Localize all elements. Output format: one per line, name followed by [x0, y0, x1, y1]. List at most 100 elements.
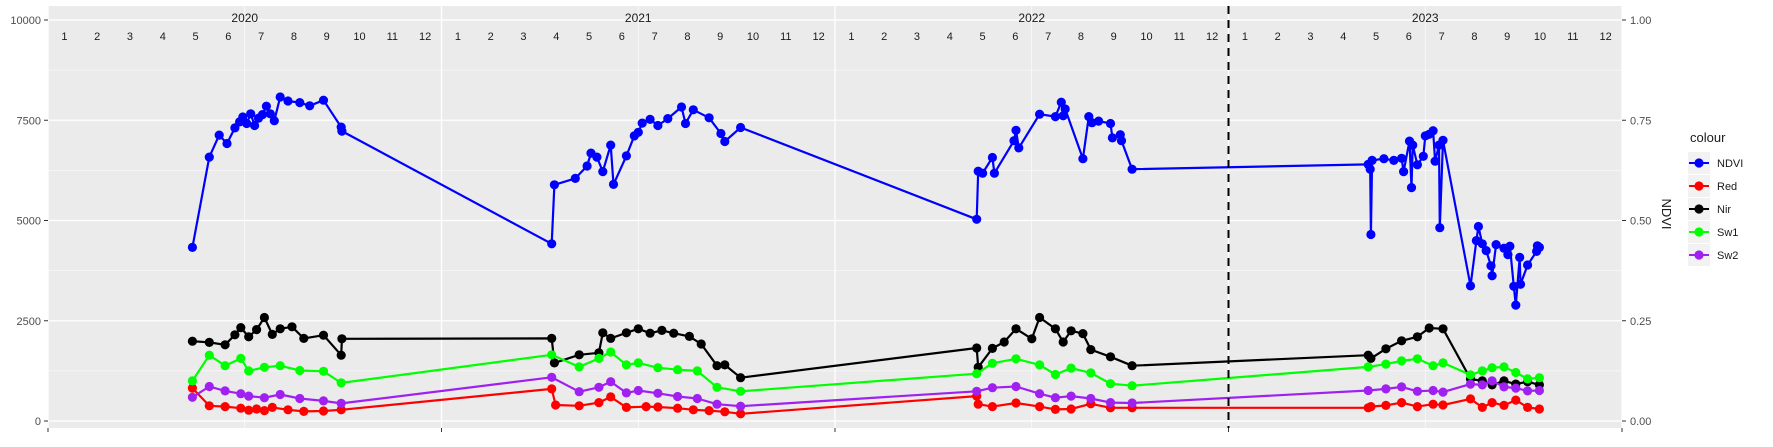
data-point-nir	[669, 328, 679, 338]
data-point-red	[318, 406, 329, 416]
data-point-ndvi	[1011, 125, 1021, 135]
data-point-red	[704, 406, 714, 416]
data-point-ndvi	[1365, 164, 1375, 174]
data-point-sw2	[736, 401, 746, 411]
series-sw1	[187, 347, 1544, 396]
data-point-nir	[1050, 324, 1060, 334]
data-point-red	[259, 406, 269, 416]
data-point-sw2	[1066, 391, 1076, 401]
data-point-ndvi	[187, 242, 197, 252]
data-point-sw2	[1438, 387, 1448, 397]
data-point-ndvi	[318, 95, 329, 105]
month-label: 1	[455, 31, 461, 43]
legend-key-point	[1694, 181, 1704, 191]
month-label: 11	[1174, 31, 1185, 43]
data-point-nir	[1424, 323, 1434, 333]
data-point-sw2	[633, 385, 643, 396]
data-point-sw1	[295, 365, 305, 376]
data-point-sw1	[1412, 354, 1422, 364]
data-point-ndvi	[978, 168, 988, 178]
month-label: 10	[747, 31, 759, 43]
data-point-ndvi	[1486, 261, 1496, 271]
month-label: 6	[619, 31, 625, 43]
data-point-nir	[220, 340, 230, 350]
data-point-sw2	[1127, 398, 1137, 408]
data-point-red	[1523, 402, 1533, 412]
legend-label: Sw1	[1717, 227, 1738, 239]
legend-item-sw2: Sw2	[1688, 244, 1738, 266]
data-point-sw1	[1127, 381, 1137, 391]
data-point-ndvi	[1491, 240, 1501, 250]
data-point-ndvi	[1014, 143, 1024, 153]
data-point-sw1	[318, 366, 329, 376]
data-point-nir	[1078, 329, 1088, 339]
month-label: 5	[586, 31, 592, 43]
data-point-sw1	[633, 358, 643, 368]
series-ndvi	[187, 92, 1544, 310]
data-point-sw2	[712, 399, 722, 409]
data-point-ndvi	[1389, 155, 1399, 165]
data-point-red	[1438, 400, 1448, 410]
data-point-ndvi	[720, 136, 730, 147]
y-right-tick-label: 0.00	[1630, 416, 1651, 428]
data-point-sw2	[275, 389, 285, 400]
data-point-ndvi	[592, 152, 602, 162]
series-group	[187, 92, 1544, 419]
data-point-red	[1499, 400, 1509, 410]
data-point-sw2	[318, 396, 329, 406]
month-label: 7	[258, 31, 264, 43]
series-sw2	[187, 372, 1544, 411]
data-point-ndvi	[1367, 155, 1377, 165]
data-point-sw1	[1397, 356, 1407, 366]
month-label: 9	[1111, 31, 1117, 43]
y-right-axis-title: NDVI	[1659, 198, 1674, 229]
data-point-nir	[287, 322, 297, 332]
data-point-sw1	[1534, 373, 1544, 383]
data-point-ndvi	[987, 152, 998, 163]
data-point-ndvi	[1094, 116, 1104, 126]
legend-key-point	[1694, 250, 1704, 260]
data-point-sw1	[1035, 360, 1045, 370]
data-point-ndvi	[1487, 271, 1497, 281]
data-point-ndvi	[1523, 260, 1533, 270]
data-point-red	[594, 398, 604, 408]
data-point-nir	[244, 332, 254, 342]
data-point-ndvi	[1408, 140, 1418, 150]
month-label: 9	[324, 31, 330, 43]
data-point-red	[1465, 394, 1476, 404]
month-label: 5	[1373, 31, 1379, 43]
month-label: 6	[1012, 31, 1018, 43]
data-point-sw2	[1534, 385, 1544, 396]
data-point-sw1	[1465, 370, 1476, 380]
y-right-tick-label: 0.50	[1630, 216, 1651, 228]
month-label: 10	[1534, 31, 1546, 43]
month-label: 11	[780, 31, 791, 43]
data-point-sw2	[594, 382, 604, 392]
data-point-nir	[1066, 326, 1076, 336]
series-line-ndvi	[191, 95, 1541, 307]
data-point-sw2	[295, 393, 305, 404]
data-point-sw1	[259, 362, 269, 372]
data-point-red	[1397, 398, 1407, 408]
legend-item-ndvi: NDVI	[1688, 152, 1743, 174]
data-point-ndvi	[582, 161, 592, 171]
data-point-ndvi	[688, 105, 698, 115]
data-point-ndvi	[1116, 136, 1127, 146]
data-point-sw1	[594, 353, 604, 363]
data-point-ndvi	[261, 101, 271, 111]
data-point-sw2	[972, 386, 982, 396]
data-point-nir	[318, 330, 329, 340]
data-point-red	[1534, 404, 1544, 414]
data-point-sw2	[1465, 379, 1476, 389]
data-point-ndvi	[653, 120, 663, 131]
data-point-red	[1035, 402, 1045, 412]
data-point-sw2	[1381, 384, 1391, 394]
data-point-ndvi	[606, 140, 616, 150]
data-point-nir	[336, 350, 346, 360]
month-label: 12	[812, 31, 824, 43]
month-label: 11	[387, 31, 398, 43]
data-point-red	[720, 407, 730, 417]
data-point-sw2	[1511, 383, 1521, 393]
data-point-ndvi	[1534, 242, 1544, 252]
data-point-ndvi	[716, 128, 726, 139]
